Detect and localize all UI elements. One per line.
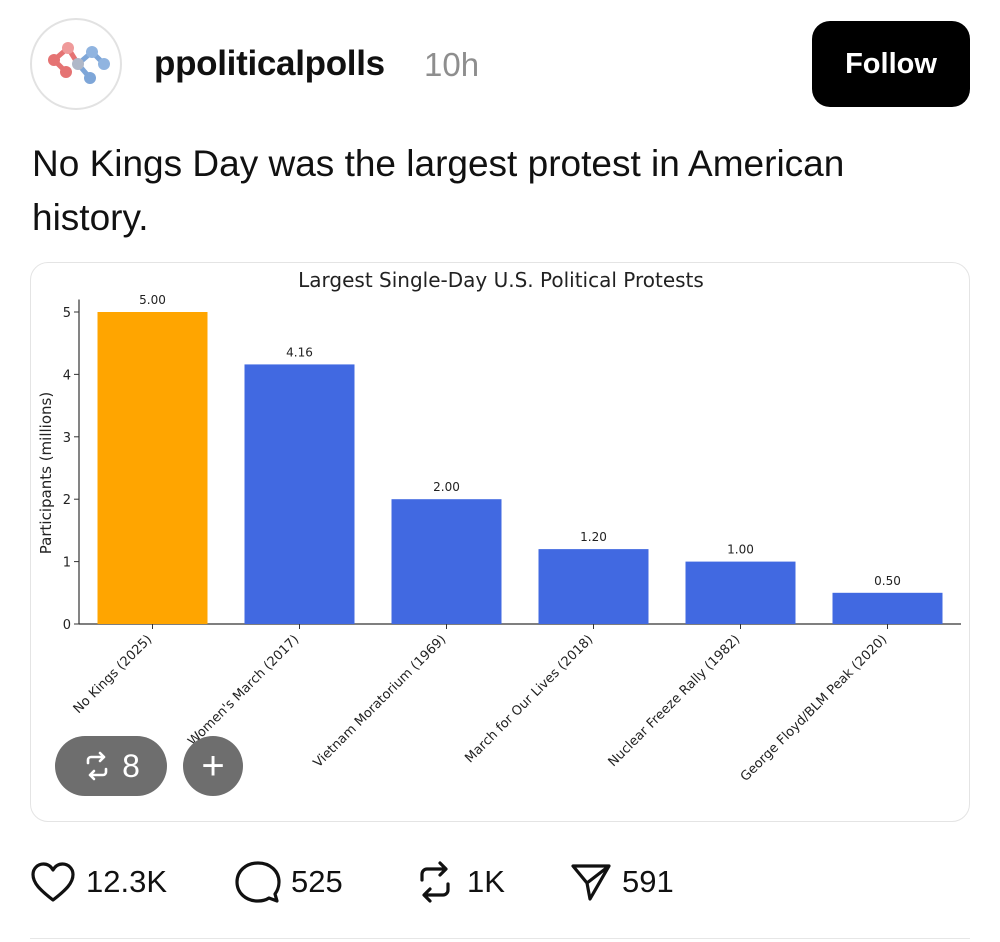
x-tick-label: Nuclear Freeze Rally (1982) [606,632,744,770]
reply-button[interactable]: 525 [235,855,343,909]
y-tick-label: 2 [63,493,71,508]
data-label: 1.20 [580,530,607,544]
y-tick-label: 1 [63,556,71,571]
post-timestamp: 10h [424,46,480,83]
post-actions: 12.3K 525 1K 591 [30,855,970,909]
media-repost-badge[interactable]: 8 [55,736,167,796]
follow-button[interactable]: Follow [812,21,970,107]
add-button[interactable]: + [183,736,243,796]
bar [832,592,943,624]
y-axis-label: Participants (millions) [37,392,55,554]
divider [30,938,970,939]
y-tick-label: 3 [63,431,71,446]
post-text: No Kings Day was the largest protest in … [32,143,845,238]
data-label: 5.00 [139,293,166,307]
paper-plane-icon [571,864,611,901]
reply-count: 525 [291,864,343,899]
repost-count: 1K [467,864,505,899]
bar [97,312,208,624]
repost-arrows-icon [420,861,450,903]
post-header: ppoliticalpolls 10h Follow [30,18,970,110]
bar [685,561,796,624]
bar [391,499,502,624]
repost-arrows-icon [86,751,108,781]
speech-bubble-icon [235,861,281,903]
x-tick-label: No Kings (2025) [71,632,156,717]
chart-title: Largest Single-Day U.S. Political Protes… [298,268,704,292]
x-tick-label: Women's March (2017) [185,632,302,749]
avatar[interactable] [30,18,122,110]
data-label: 4.16 [286,345,313,359]
molecule-logo-icon [48,42,110,84]
bar [538,549,649,624]
repost-button[interactable]: 1K [413,855,505,909]
y-tick-label: 4 [63,368,71,383]
x-tick-label: March for Our Lives (2018) [462,632,596,766]
y-tick-label: 0 [63,618,71,633]
like-count: 12.3K [86,864,168,899]
bar [244,364,355,624]
data-label: 1.00 [727,543,754,557]
bar-chart: Largest Single-Day U.S. Political Protes… [37,268,961,785]
data-label: 0.50 [874,574,901,588]
data-label: 2.00 [433,480,460,494]
heart-icon [31,862,75,902]
media-repost-count: 8 [122,747,140,784]
x-tick-label: Vietnam Moratorium (1969) [311,632,450,771]
share-button[interactable]: 591 [570,855,674,909]
chart-image-card[interactable]: Largest Single-Day U.S. Political Protes… [30,262,970,822]
like-button[interactable]: 12.3K [30,855,167,909]
username[interactable]: ppoliticalpolls [154,44,385,83]
share-count: 591 [622,864,674,899]
y-tick-label: 5 [63,306,71,321]
x-tick-label: George Floyd/BLM Peak (2020) [738,632,890,784]
